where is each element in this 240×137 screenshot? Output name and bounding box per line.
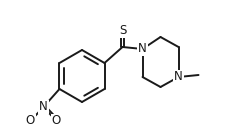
Text: O: O [26,115,35,128]
Text: N: N [174,71,183,83]
Text: O: O [52,115,61,128]
Text: N: N [138,42,147,55]
Text: S: S [119,25,126,38]
Text: N: N [39,101,48,113]
